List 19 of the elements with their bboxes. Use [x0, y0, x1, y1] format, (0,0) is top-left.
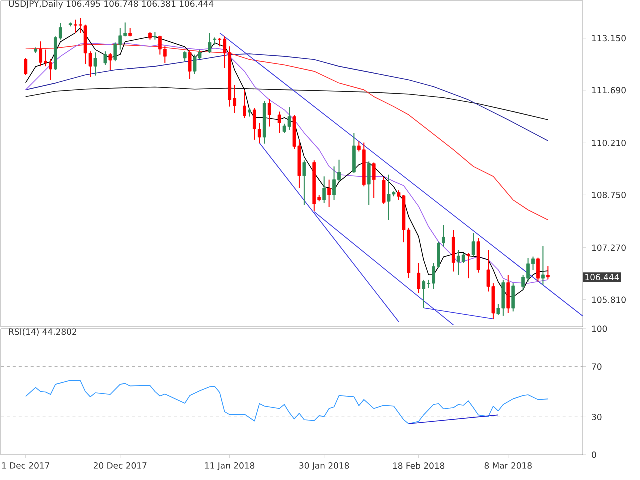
x-tick-label: 30 Jan 2018 — [300, 462, 350, 471]
x-tick-label: 11 Jan 2018 — [205, 462, 255, 471]
y-tick-label: 113.150 — [592, 35, 626, 42]
y-tick-label: 105.810 — [592, 296, 626, 304]
y-tick-label: 100 — [592, 326, 608, 332]
y-tick-label: 0 — [592, 452, 596, 458]
text: 106.444 — [586, 274, 620, 281]
y-tick-label: 108.750 — [592, 192, 626, 198]
chart-title: USDJPY,Daily 106.495 106.748 106.381 106.444 — [9, 0, 214, 9]
x-tick-label: 8 Mar 2018 — [484, 462, 532, 469]
x-tick-label: 1 Dec 2017 — [2, 462, 50, 469]
chart-title: RSI(14) 44.2802 — [9, 328, 77, 336]
y-tick-label: 111.690 — [592, 87, 626, 94]
y-tick-label: 30 — [592, 414, 602, 420]
y-tick-label: 110.210 — [592, 140, 626, 146]
x-tick-label: 18 Feb 2018 — [393, 462, 445, 470]
x-tick-label: 20 Dec 2017 — [94, 462, 147, 469]
y-tick-label: 107.270 — [592, 244, 626, 252]
y-tick-label: 70 — [592, 364, 602, 370]
